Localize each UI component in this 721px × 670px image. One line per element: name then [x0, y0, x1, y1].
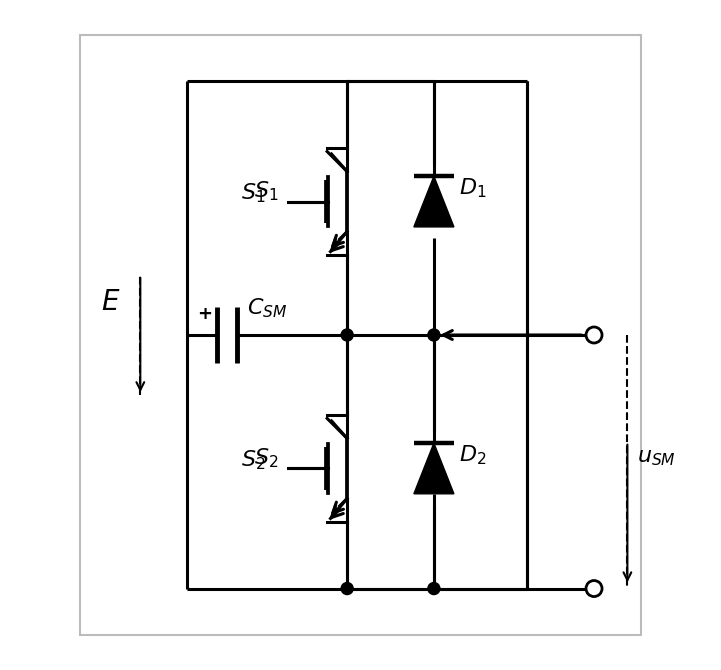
Circle shape [341, 329, 353, 341]
Circle shape [428, 329, 440, 341]
Text: +: + [198, 305, 213, 323]
Circle shape [586, 580, 602, 596]
Bar [80, 35, 641, 635]
Polygon shape [414, 443, 454, 494]
Text: $S_1$: $S_1$ [254, 180, 278, 204]
Polygon shape [414, 176, 454, 227]
Text: $S_1$: $S_1$ [242, 182, 266, 205]
Text: $C_{SM}$: $C_{SM}$ [247, 297, 288, 320]
Text: $E$: $E$ [100, 287, 120, 316]
Circle shape [341, 582, 353, 594]
Text: $D_1$: $D_1$ [459, 176, 487, 200]
Text: $u_{SM}$: $u_{SM}$ [637, 448, 676, 468]
Circle shape [428, 582, 440, 594]
Circle shape [586, 327, 602, 343]
Text: $S_2$: $S_2$ [254, 447, 278, 470]
Text: $S_2$: $S_2$ [242, 449, 266, 472]
Text: $D_2$: $D_2$ [459, 444, 487, 467]
